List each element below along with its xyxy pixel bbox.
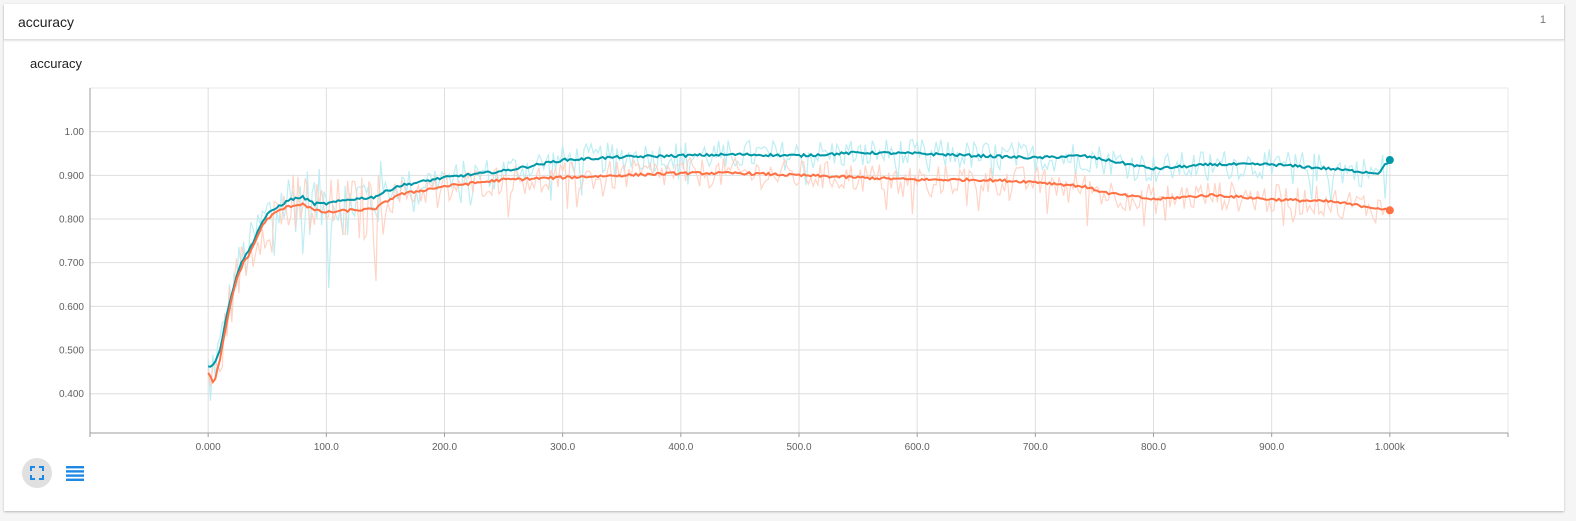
series-smoothed-line bbox=[208, 150, 1391, 368]
x-tick-label: 700.0 bbox=[1023, 442, 1048, 453]
chart-grid bbox=[89, 87, 1509, 434]
chart-lines bbox=[207, 138, 1394, 401]
series-raw-line bbox=[207, 156, 1391, 387]
x-tick-label: 200.0 bbox=[432, 442, 457, 453]
y-tick-label: 0.500 bbox=[59, 346, 84, 357]
y-tick-label: 0.900 bbox=[59, 171, 84, 182]
chart-title: accuracy bbox=[30, 56, 83, 71]
x-tick-label: 600.0 bbox=[905, 442, 930, 453]
fit-to-data-button[interactable] bbox=[22, 458, 52, 488]
list-icon bbox=[66, 466, 84, 481]
chart-axis: 0.000 100.0 200.0 300.0 400.0 500.0 600.0 700.0… bbox=[59, 88, 1509, 453]
card-title: accuracy bbox=[18, 14, 75, 30]
x-tick-label: 800.0 bbox=[1141, 442, 1166, 453]
y-tick-label: 0.800 bbox=[59, 215, 84, 226]
x-tick-label: 900.0 bbox=[1259, 442, 1284, 453]
series-end-point bbox=[1385, 206, 1394, 215]
x-tick-label: 100.0 bbox=[314, 442, 339, 453]
fit-to-data-icon bbox=[30, 466, 44, 480]
y-tick-label: 0.700 bbox=[59, 258, 84, 269]
card-count: 1 bbox=[1539, 14, 1546, 26]
toggle-log-list-button[interactable] bbox=[60, 458, 90, 488]
y-tick-label: 0.600 bbox=[59, 302, 84, 313]
x-tick-label: 1.000k bbox=[1375, 442, 1406, 453]
y-tick-label: 1.00 bbox=[65, 127, 85, 138]
card-header[interactable]: accuracy 1 bbox=[4, 4, 1564, 40]
x-tick-label: 300.0 bbox=[550, 442, 575, 453]
x-tick-label: 0.000 bbox=[196, 442, 221, 453]
x-tick-label: 400.0 bbox=[668, 442, 693, 453]
x-tick-label: 500.0 bbox=[786, 442, 811, 453]
series-end-point bbox=[1385, 156, 1394, 165]
y-tick-label: 0.400 bbox=[59, 389, 84, 400]
series-smoothed-line bbox=[207, 170, 1391, 384]
